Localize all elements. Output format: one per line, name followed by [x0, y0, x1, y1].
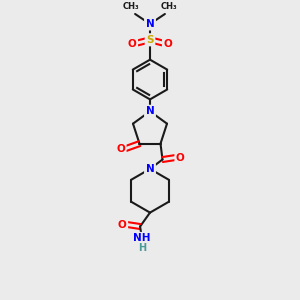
Text: H: H: [138, 243, 146, 254]
Text: O: O: [118, 220, 127, 230]
Text: N: N: [146, 106, 154, 116]
Text: O: O: [164, 39, 172, 49]
Text: CH₃: CH₃: [160, 2, 177, 11]
Text: O: O: [176, 153, 185, 163]
Text: S: S: [146, 35, 154, 45]
Text: O: O: [116, 144, 125, 154]
Text: CH₃: CH₃: [123, 2, 140, 11]
Text: O: O: [128, 39, 136, 49]
Text: N: N: [146, 19, 154, 29]
Text: N: N: [146, 164, 154, 174]
Text: NH: NH: [133, 233, 151, 243]
